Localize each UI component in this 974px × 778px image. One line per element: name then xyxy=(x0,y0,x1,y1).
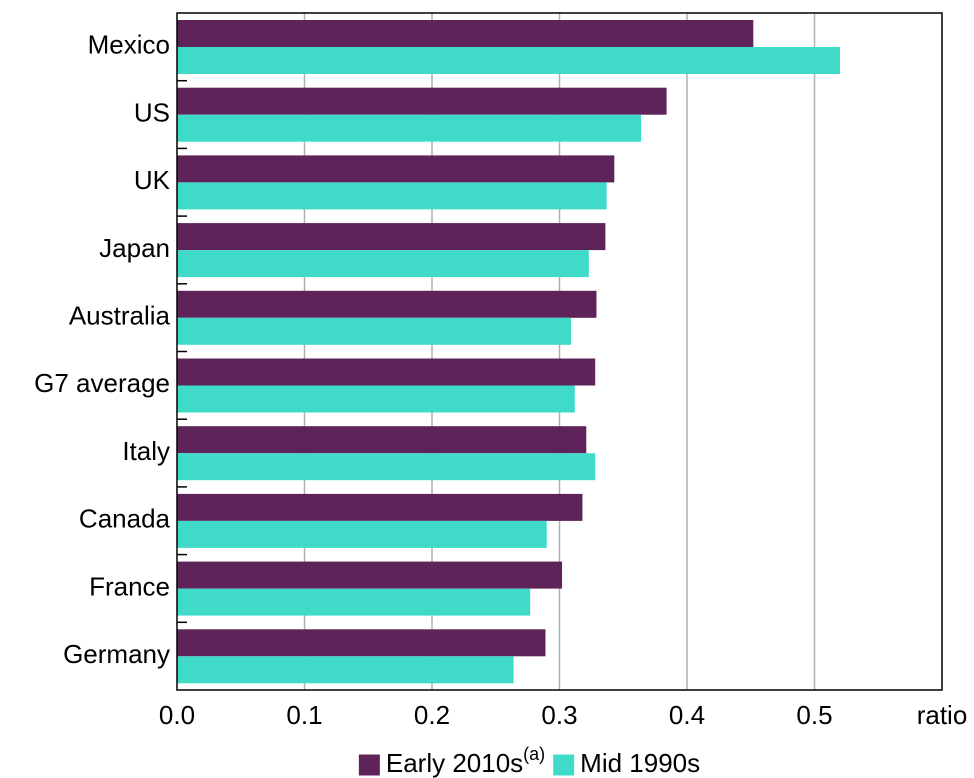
bar xyxy=(177,155,615,183)
plot-frame xyxy=(176,12,943,691)
y-tick-label: Italy xyxy=(122,436,170,466)
legend-label: Mid 1990s xyxy=(580,748,700,778)
y-tick-label: Germany xyxy=(63,639,170,669)
bar xyxy=(177,520,547,548)
bar xyxy=(177,493,583,521)
legend-item: Early 2010s(a) xyxy=(358,744,545,778)
x-tick-label: 0.4 xyxy=(669,700,705,730)
x-tick-label: 0.0 xyxy=(159,700,195,730)
bar xyxy=(177,20,754,47)
bar xyxy=(177,223,606,251)
y-tick-label: US xyxy=(134,97,170,127)
bar xyxy=(177,87,667,115)
y-tick-label: Japan xyxy=(99,233,170,263)
legend-label: Early 2010s(a) xyxy=(386,744,545,778)
bar xyxy=(177,114,642,142)
legend-item: Mid 1990s xyxy=(553,748,700,778)
bar xyxy=(177,453,596,481)
y-tick-label: G7 average xyxy=(34,368,170,398)
bar xyxy=(177,561,563,589)
bar xyxy=(177,656,514,684)
x-tick-label: 0.3 xyxy=(541,700,577,730)
legend-text: Early 2010s xyxy=(386,748,523,778)
legend-text: Mid 1990s xyxy=(580,748,700,778)
legend-swatch xyxy=(358,754,380,776)
y-tick-label: Australia xyxy=(69,301,171,331)
legend-swatch xyxy=(553,754,575,776)
bar xyxy=(177,47,840,74)
bar xyxy=(177,250,589,278)
bar xyxy=(177,588,531,616)
bar xyxy=(177,290,597,318)
y-tick-label: Mexico xyxy=(88,30,170,60)
bar xyxy=(177,629,546,657)
x-tick-label: 0.2 xyxy=(414,700,450,730)
bar xyxy=(177,385,575,413)
y-tick-label: Canada xyxy=(79,504,171,534)
y-tick-label: UK xyxy=(134,165,171,195)
bar xyxy=(177,358,596,386)
x-tick-label: 0.5 xyxy=(796,700,832,730)
y-tick-label: France xyxy=(89,571,170,601)
bar xyxy=(177,317,571,345)
bar xyxy=(177,426,587,454)
legend-superscript: (a) xyxy=(523,744,545,764)
x-tick-label: 0.1 xyxy=(286,700,322,730)
x-axis-label: ratio xyxy=(917,700,968,730)
bar xyxy=(177,182,607,210)
